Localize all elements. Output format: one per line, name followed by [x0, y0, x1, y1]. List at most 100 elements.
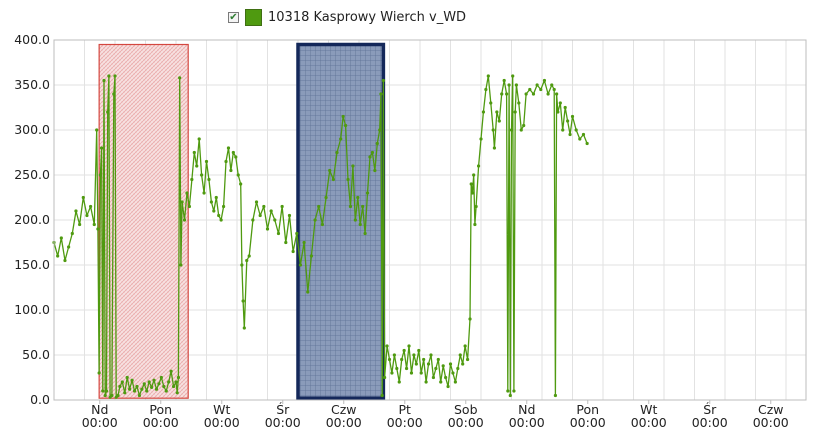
data-point [489, 101, 493, 105]
data-point [568, 132, 572, 137]
x-tick-day-label: Pon [149, 402, 172, 417]
data-point [358, 222, 362, 227]
data-point [506, 389, 510, 393]
y-axis: 0.0 50.0 100.0 150.0 200.0 250.0 300.0 350.0 400… [14, 32, 50, 407]
data-point [239, 182, 243, 186]
data-point [517, 101, 521, 105]
data-point [324, 195, 328, 200]
data-point [63, 258, 67, 263]
highlight-region-blue [296, 42, 386, 400]
data-point [85, 213, 89, 218]
data-point [461, 362, 465, 366]
data-point [106, 110, 110, 114]
data-point [472, 173, 476, 177]
data-point [508, 393, 512, 398]
data-point [419, 371, 423, 375]
data-point [176, 375, 181, 380]
data-point [365, 191, 370, 195]
data-point [195, 164, 199, 168]
data-point [390, 371, 394, 375]
data-point [92, 222, 96, 227]
y-tick-label: 0.0 [30, 392, 50, 407]
data-point [468, 317, 472, 321]
data-point [570, 114, 575, 119]
data-point [505, 92, 509, 96]
data-point [67, 245, 71, 249]
data-point [539, 87, 543, 92]
data-point [254, 200, 259, 204]
data-point [470, 191, 475, 195]
data-point [383, 375, 387, 380]
data-point [453, 380, 457, 384]
y-tick-label: 200.0 [14, 212, 50, 227]
data-point [561, 128, 565, 132]
data-point [295, 231, 299, 236]
data-point [96, 227, 100, 231]
data-point [89, 204, 93, 209]
data-point [341, 114, 345, 119]
data-point [486, 74, 490, 78]
data-point [469, 182, 473, 186]
x-tick-time-label: 00:00 [692, 415, 728, 430]
data-point [439, 380, 443, 384]
data-point [241, 299, 245, 303]
x-tick-day-label: Wt [640, 402, 657, 417]
data-point [424, 380, 428, 384]
data-point [182, 218, 187, 222]
data-point [531, 92, 536, 96]
data-point [128, 387, 132, 391]
data-point [276, 231, 281, 236]
data-point [412, 353, 416, 357]
data-point [414, 362, 418, 366]
y-tick-label: 50.0 [22, 347, 50, 362]
data-point [585, 141, 589, 146]
data-point [339, 137, 343, 141]
data-point [202, 191, 206, 195]
data-point [502, 78, 506, 83]
data-point [187, 204, 192, 209]
data-point [356, 195, 360, 200]
data-point [574, 128, 578, 132]
data-point [174, 380, 178, 384]
data-point [116, 393, 120, 398]
data-point [190, 177, 194, 182]
data-point [74, 209, 78, 213]
data-point [320, 222, 324, 227]
x-tick-time-label: 00:00 [387, 415, 423, 430]
y-tick-label: 300.0 [14, 122, 50, 137]
data-point [219, 218, 223, 222]
data-point [528, 87, 532, 92]
data-point [542, 78, 547, 83]
data-point [363, 231, 367, 236]
data-point [107, 74, 111, 78]
data-point [110, 393, 114, 398]
data-point [446, 384, 450, 389]
data-point [142, 382, 146, 386]
x-tick-day-label: Sob [454, 402, 478, 417]
data-point [481, 110, 486, 114]
data-point [387, 357, 392, 362]
data-point [522, 123, 526, 128]
data-point [328, 168, 332, 173]
data-point [558, 101, 562, 105]
data-point [229, 168, 233, 173]
data-point [335, 150, 339, 155]
data-point [492, 146, 497, 150]
data-point [368, 155, 372, 159]
data-point [298, 263, 303, 267]
data-point [550, 83, 554, 87]
data-point [192, 150, 196, 155]
data-point [209, 200, 213, 204]
legend-checkbox[interactable]: ✔ [228, 11, 239, 23]
data-point [436, 357, 440, 362]
data-point [351, 164, 355, 168]
data-point [265, 227, 270, 231]
data-point [361, 204, 365, 209]
data-point [185, 191, 189, 195]
data-point [473, 222, 477, 227]
y-tick-label: 250.0 [14, 167, 50, 182]
x-tick-time-label: 00:00 [570, 415, 606, 430]
data-point [226, 146, 231, 150]
y-tick-label: 150.0 [14, 257, 50, 272]
data-point [207, 177, 211, 182]
